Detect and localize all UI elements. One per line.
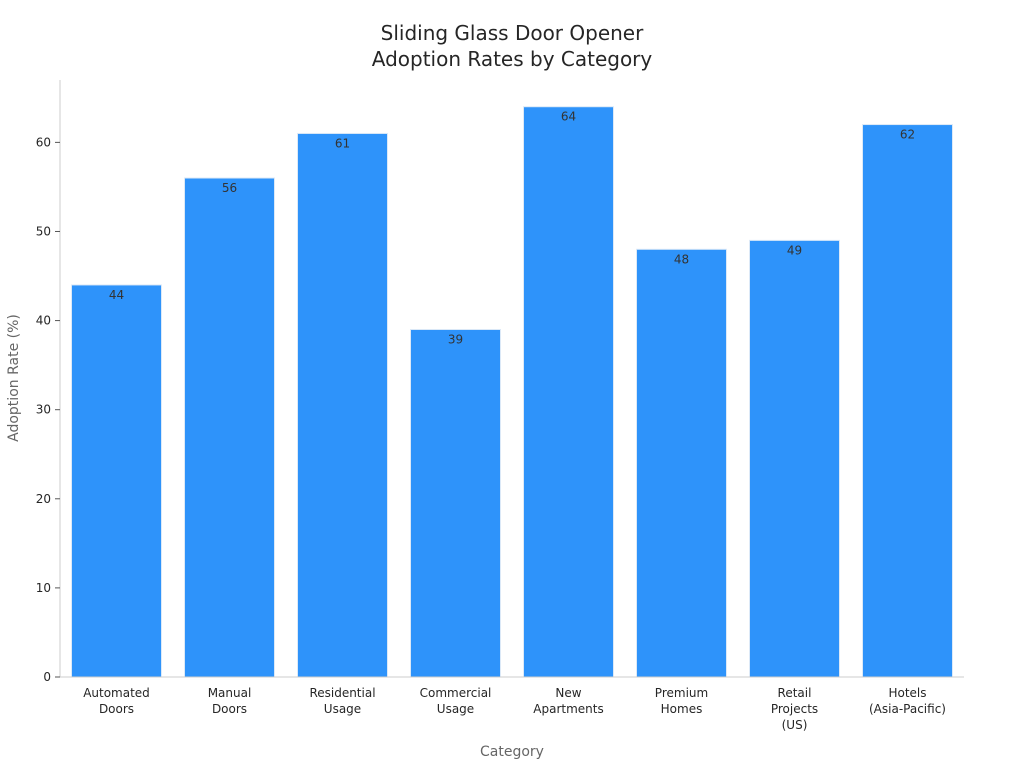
- y-tick-label-60: 60: [36, 135, 51, 149]
- bar-1: [184, 177, 275, 678]
- y-tick-label-20: 20: [36, 492, 51, 506]
- chart-title-line-1: Sliding Glass Door Opener: [380, 21, 644, 45]
- x-tick-label-4-line-1: Apartments: [533, 702, 603, 716]
- x-tick-label-5-line-1: Homes: [661, 702, 703, 716]
- y-tick-label-30: 30: [36, 403, 51, 417]
- x-axis-title: Category: [480, 744, 544, 760]
- data-label-0: 44: [109, 288, 124, 302]
- x-tick-label-6-line-1: Projects: [771, 702, 818, 716]
- data-label-7: 62: [900, 128, 915, 142]
- data-label-2: 61: [335, 136, 350, 150]
- x-tick-label-6-line-0: Retail: [778, 686, 812, 700]
- x-tick-label-2-line-0: Residential: [309, 686, 375, 700]
- y-tick-label-10: 10: [36, 581, 51, 595]
- x-tick-label-7-line-1: (Asia-Pacific): [869, 702, 946, 716]
- x-tick-label-7-line-0: Hotels: [888, 686, 926, 700]
- data-label-4: 64: [561, 110, 576, 124]
- bar-0: [71, 284, 162, 678]
- x-tick-label-3-line-1: Usage: [437, 702, 474, 716]
- data-label-5: 48: [674, 252, 689, 266]
- x-tick-label-4-line-0: New: [555, 686, 581, 700]
- bar-4: [523, 106, 614, 678]
- x-tick-label-1-line-1: Doors: [212, 702, 247, 716]
- bar-3: [410, 328, 501, 678]
- axes-layer: Automated Doors Manual Doors Residential Usag…: [36, 80, 964, 732]
- x-tick-label-3-line-0: Commercial: [420, 686, 492, 700]
- y-tick-label-50: 50: [36, 224, 51, 238]
- data-label-1: 56: [222, 181, 237, 195]
- x-tick-label-0-line-1: Doors: [99, 702, 134, 716]
- bar-6: [749, 239, 840, 678]
- bar-7: [862, 124, 953, 678]
- bars-layer: 44 56 61 39 64 48 49 62: [71, 106, 953, 678]
- x-tick-label-0-line-0: Automated: [83, 686, 150, 700]
- data-label-3: 39: [448, 332, 463, 346]
- x-tick-label-5-line-0: Premium: [655, 686, 708, 700]
- bar-5: [636, 248, 727, 678]
- bar-2: [297, 132, 388, 678]
- x-tick-label-2-line-1: Usage: [324, 702, 361, 716]
- y-tick-label-0: 0: [43, 670, 51, 684]
- x-tick-label-1-line-0: Manual: [208, 686, 252, 700]
- chart-title-line-2: Adoption Rates by Category: [371, 47, 653, 71]
- y-axis-title: Adoption Rate (%): [6, 314, 22, 442]
- x-tick-label-6-line-2: (US): [782, 718, 808, 732]
- data-label-6: 49: [787, 243, 802, 257]
- y-tick-label-40: 40: [36, 314, 51, 328]
